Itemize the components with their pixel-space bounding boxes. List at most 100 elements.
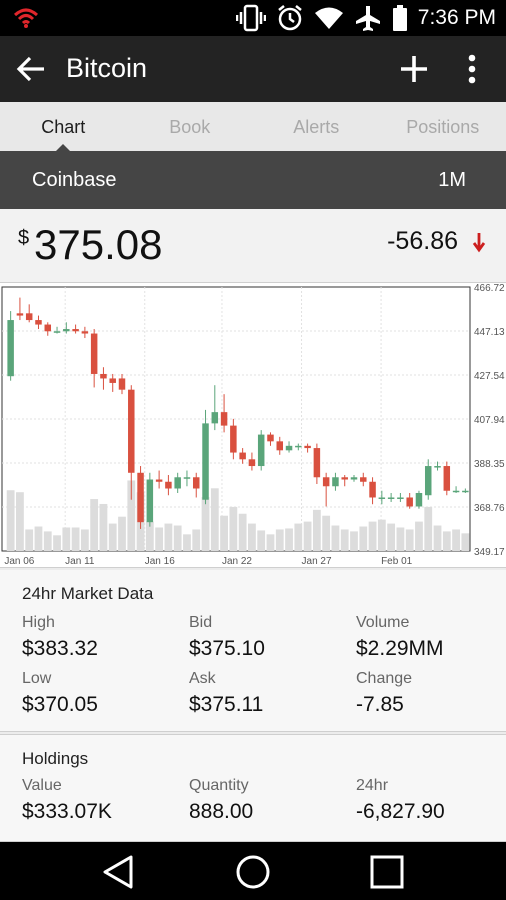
arrow-back-icon[interactable]: [16, 55, 46, 83]
period-selector[interactable]: 1M: [438, 169, 466, 191]
volume-bar: [108, 523, 117, 551]
volume-bar: [340, 529, 349, 551]
price-chart[interactable]: 466.72 447.13 427.54 407.94 388.35 368.76 349.…: [0, 282, 506, 568]
stat-label: Bid: [189, 614, 213, 631]
candle-body: [313, 448, 321, 478]
currency-symbol: $: [18, 227, 30, 249]
volume-bar: [238, 513, 247, 551]
volume-bar: [387, 523, 396, 551]
candle-body: [211, 412, 219, 424]
candle-body: [128, 389, 135, 473]
current-price: 375.08: [34, 221, 163, 268]
arrow-down-icon: [472, 233, 486, 253]
x-tick-label: Feb 01: [381, 556, 413, 567]
stat-value: -6,827.90: [356, 800, 445, 823]
page-title: Bitcoin: [66, 53, 148, 83]
candle-body: [137, 472, 144, 523]
tab-book[interactable]: Book: [169, 117, 211, 137]
wifi-calling-icon: [13, 8, 39, 28]
candle-body: [63, 329, 70, 332]
candle-body: [239, 452, 246, 460]
x-tick-label: Jan 16: [145, 556, 175, 567]
volume-bar: [192, 529, 201, 551]
candle-body: [248, 459, 256, 467]
back-triangle-icon[interactable]: [100, 854, 136, 890]
holdings-panel: Holdings Value $333.07K Quantity 888.00 …: [0, 734, 506, 842]
volume-bar: [25, 529, 34, 551]
candle-body: [146, 479, 154, 523]
status-bar: 7:36 PM: [0, 0, 506, 36]
candle-body: [220, 412, 228, 426]
tab-alerts[interactable]: Alerts: [293, 117, 340, 137]
candle-body: [155, 479, 163, 482]
stat-value: -7.85: [356, 693, 404, 716]
candle-body: [183, 477, 191, 479]
volume-bar: [424, 506, 433, 551]
volume-bar: [368, 521, 377, 551]
stat-value: $333.07K: [22, 800, 112, 823]
candle-body: [230, 425, 237, 453]
volume-bar: [6, 490, 15, 551]
volume-bar: [442, 531, 451, 551]
stat-value: $383.32: [22, 637, 98, 660]
candle-body: [397, 497, 404, 499]
candle-body: [295, 445, 302, 448]
candle-body: [443, 466, 451, 491]
volume-bar: [80, 529, 89, 551]
stat-label: 24hr: [356, 777, 389, 794]
stat-value: $375.11: [189, 693, 264, 716]
airplane-icon: [355, 6, 380, 31]
volume-bar: [34, 526, 43, 551]
y-tick-label: 388.35: [474, 459, 505, 470]
candle-body: [257, 434, 265, 467]
volume-bar: [322, 515, 331, 551]
candle-body: [174, 477, 181, 489]
volume-bar: [461, 533, 470, 551]
stat-label: High: [22, 614, 55, 631]
volume-bar: [53, 535, 61, 551]
app-bar: Bitcoin: [0, 36, 506, 102]
candle-body: [90, 333, 98, 374]
tab-bar: Chart Book Alerts Positions: [0, 102, 506, 152]
stat-low: Low $370.05: [22, 670, 98, 717]
home-circle-icon[interactable]: [235, 854, 271, 890]
candle-body: [350, 477, 358, 480]
stat-label: Low: [22, 670, 52, 687]
stat-label: Value: [22, 777, 62, 794]
candle-body: [452, 490, 460, 493]
candle-body: [7, 320, 14, 377]
y-tick-label: 407.94: [474, 415, 505, 426]
holding-quantity: Quantity 888.00: [189, 777, 253, 824]
volume-bar: [405, 529, 414, 551]
volume-bar: [99, 503, 108, 551]
battery-icon: [392, 5, 407, 31]
stat-label: Ask: [189, 670, 216, 687]
volume-bar: [127, 480, 136, 551]
candle-body: [360, 477, 367, 482]
candle-body: [341, 477, 348, 480]
stat-change: Change -7.85: [356, 670, 412, 717]
volume-bar: [201, 497, 210, 551]
stat-value: $2.29MM: [356, 637, 444, 660]
volume-bar: [266, 534, 275, 551]
plus-icon[interactable]: [398, 53, 430, 85]
volume-bar: [275, 529, 284, 551]
more-vertical-icon[interactable]: [462, 53, 482, 85]
y-tick-label: 427.54: [474, 371, 505, 382]
x-tick-label: Jan 22: [222, 556, 252, 567]
stat-ask: Ask $375.11: [189, 670, 263, 717]
candle-body: [434, 466, 441, 468]
candle-body: [25, 313, 33, 321]
exchange-bar: Coinbase 1M: [0, 151, 506, 209]
candlestick-chart: 466.72 447.13 427.54 407.94 388.35 368.76 349.…: [1, 283, 505, 567]
candle-body: [332, 477, 339, 487]
tab-chart[interactable]: Chart: [0, 102, 127, 152]
stat-value: $375.10: [189, 637, 265, 660]
volume-bar: [16, 492, 24, 551]
tab-positions[interactable]: Positions: [406, 117, 480, 137]
candle-body: [304, 445, 311, 449]
exchange-selector[interactable]: Coinbase: [32, 169, 117, 191]
alarm-icon: [278, 5, 302, 31]
recents-square-icon[interactable]: [369, 854, 405, 890]
candle-body: [192, 477, 200, 489]
